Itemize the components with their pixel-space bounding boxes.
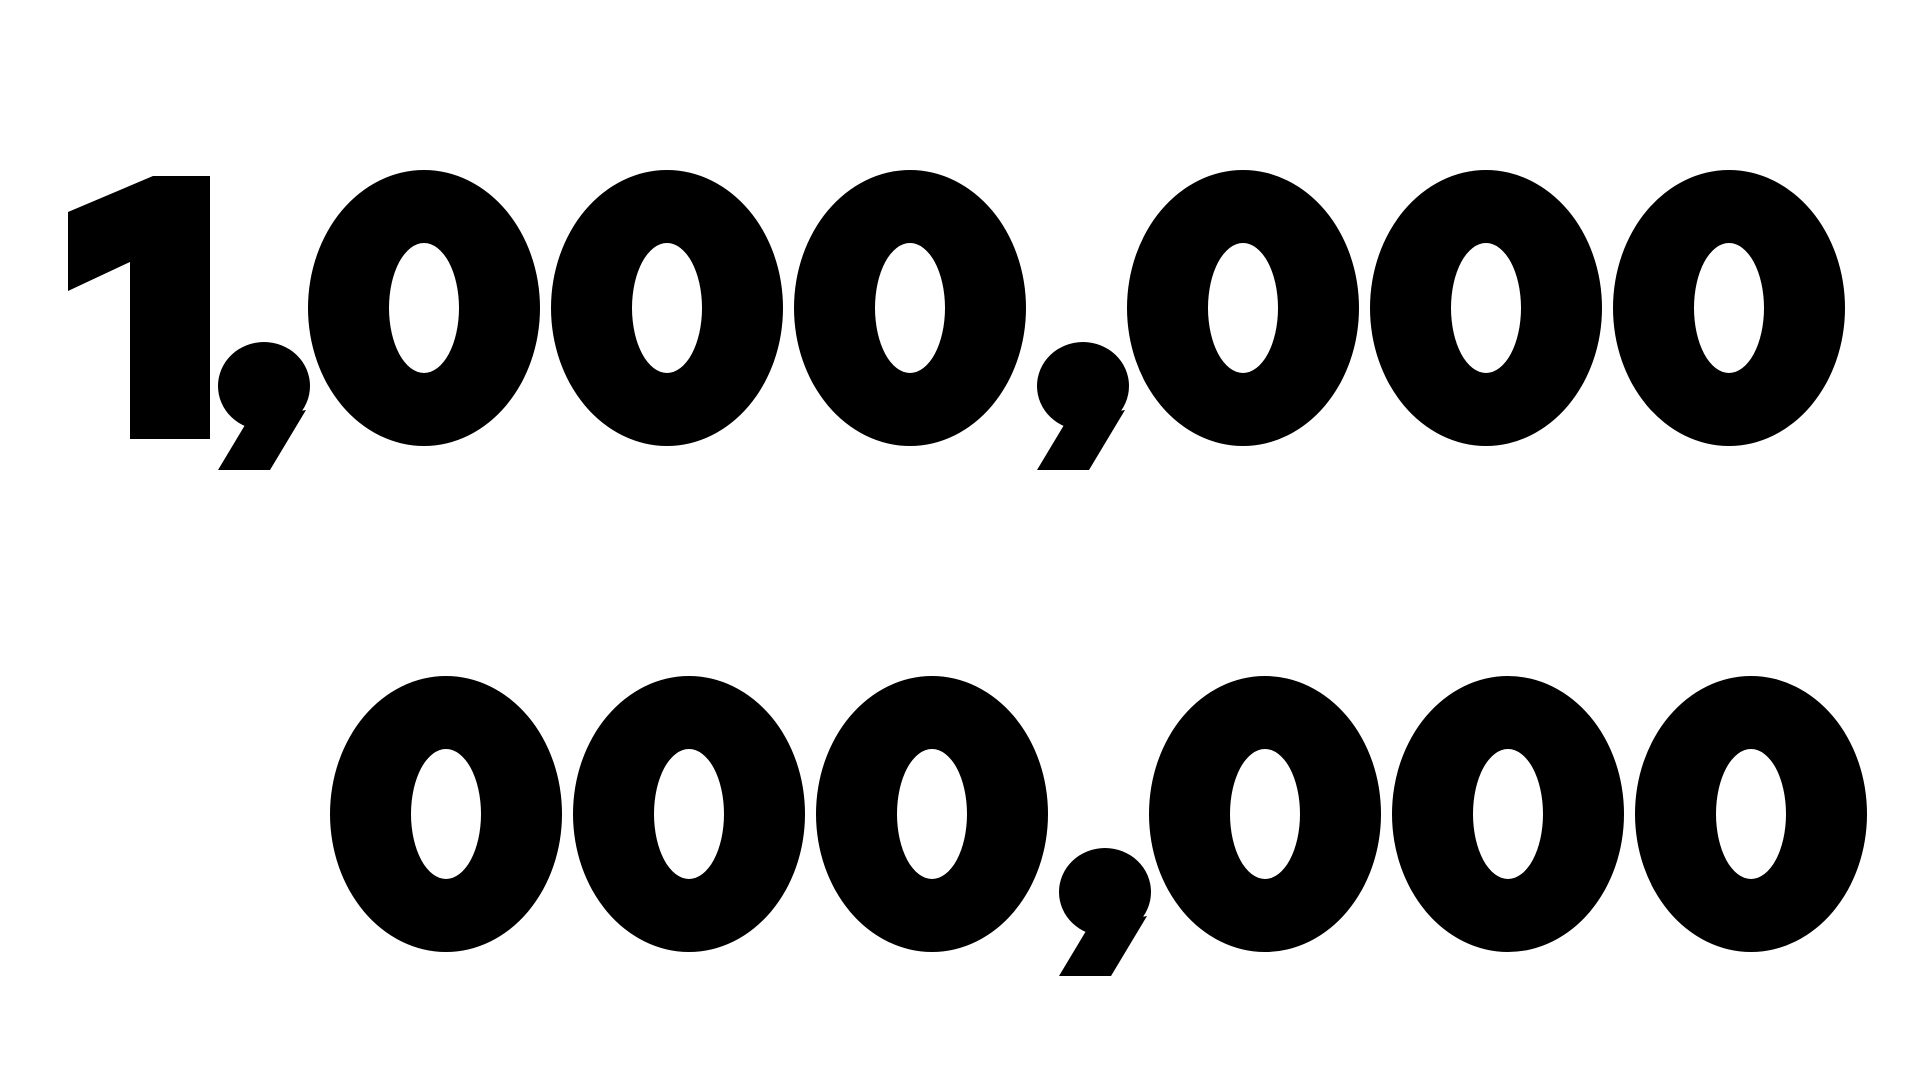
digit-0 (1635, 676, 1867, 966)
digit-0 (1613, 170, 1845, 460)
comma-1 (218, 170, 318, 470)
comma-2 (1037, 170, 1137, 470)
digit-1 (68, 170, 218, 460)
digit-0 (1370, 170, 1602, 460)
number-line-1: 1,000,000 (68, 170, 1856, 470)
digit-0 (1149, 676, 1381, 966)
digit-0 (573, 676, 805, 966)
digit-0 (551, 170, 783, 460)
digit-0 (794, 170, 1026, 460)
comma-3 (1059, 676, 1159, 976)
digit-0 (308, 170, 540, 460)
digit-0 (1127, 170, 1359, 460)
digit-0 (330, 676, 562, 966)
number-line-2: 000,000 (330, 676, 1878, 976)
digit-0 (1392, 676, 1624, 966)
digit-0 (816, 676, 1048, 966)
